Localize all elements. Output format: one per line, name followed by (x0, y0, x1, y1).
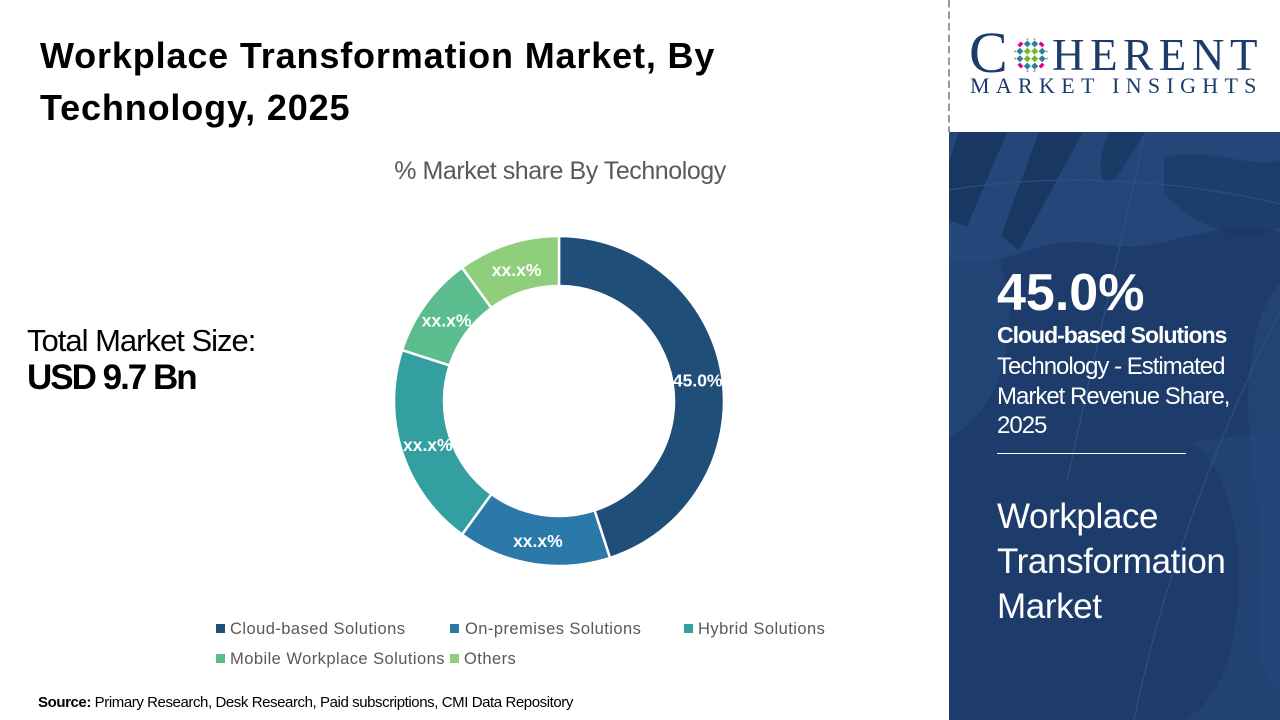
svg-text:xx.x%: xx.x% (513, 531, 563, 551)
svg-text:xx.x%: xx.x% (422, 310, 472, 330)
svg-text:45.0%: 45.0% (673, 371, 723, 391)
svg-text:xx.x%: xx.x% (403, 435, 453, 455)
svg-text:xx.x%: xx.x% (492, 260, 542, 280)
